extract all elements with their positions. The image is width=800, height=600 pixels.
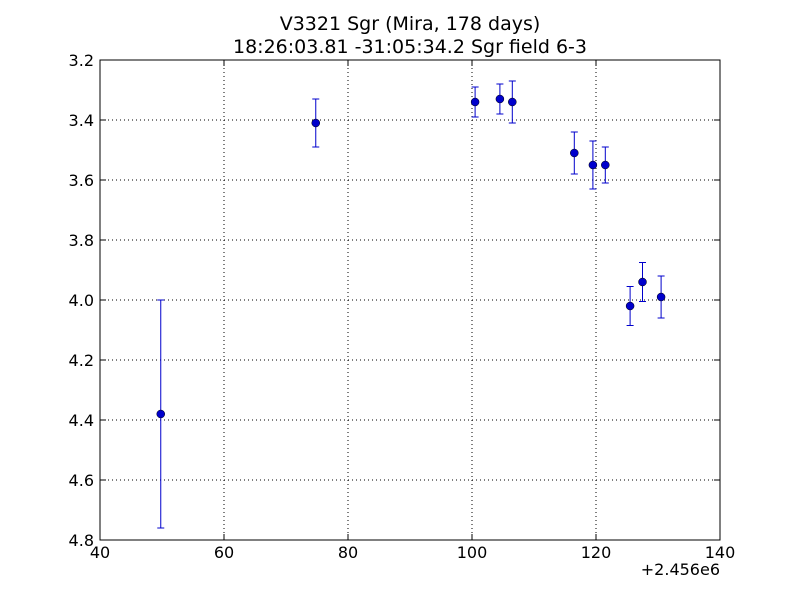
x-tick-label: 80 [338, 543, 358, 562]
y-tick-label: 3.2 [69, 51, 94, 70]
data-point [470, 97, 480, 107]
data-point [656, 292, 666, 302]
x-tick-label: 100 [457, 543, 488, 562]
data-point [570, 148, 579, 158]
y-tick-label: 4.4 [69, 411, 94, 430]
data-point [588, 160, 598, 170]
data-point [495, 94, 505, 104]
data-point [311, 118, 321, 128]
chart-title-line-1: V3321 Sgr (Mira, 178 days) [280, 13, 541, 35]
data-point [508, 97, 517, 107]
y-tick-label: 3.8 [69, 231, 94, 250]
data-point [625, 301, 635, 311]
y-tick-label: 4.6 [69, 471, 94, 490]
y-tick-label: 4.0 [69, 291, 94, 310]
data-point [156, 409, 166, 419]
y-tick-label: 4.8 [69, 531, 94, 550]
data-point [638, 277, 647, 287]
tick-labels: 40 60 80 100 120 140 3.2 3.4 3.6 3.8 4.0 4.2 4.4 4.6 4… [69, 51, 736, 562]
y-tick-label: 3.4 [69, 111, 94, 130]
plot-area-frame [99, 59, 721, 541]
y-tick-label: 4.2 [69, 351, 94, 370]
chart-title-line-2: 18:26:03.81 -31:05:34.2 Sgr field 6-3 [233, 36, 587, 58]
x-tick-label: 60 [214, 543, 234, 562]
x-tick-label: 140 [705, 543, 736, 562]
data-point [601, 160, 610, 170]
grid-lines [100, 60, 720, 540]
x-tick-label: 120 [581, 543, 612, 562]
y-tick-label: 3.6 [69, 171, 94, 190]
data-points [156, 80, 666, 529]
x-axis-offset-label: +2.456e6 [641, 560, 720, 579]
x-tick-label: 40 [90, 543, 110, 562]
